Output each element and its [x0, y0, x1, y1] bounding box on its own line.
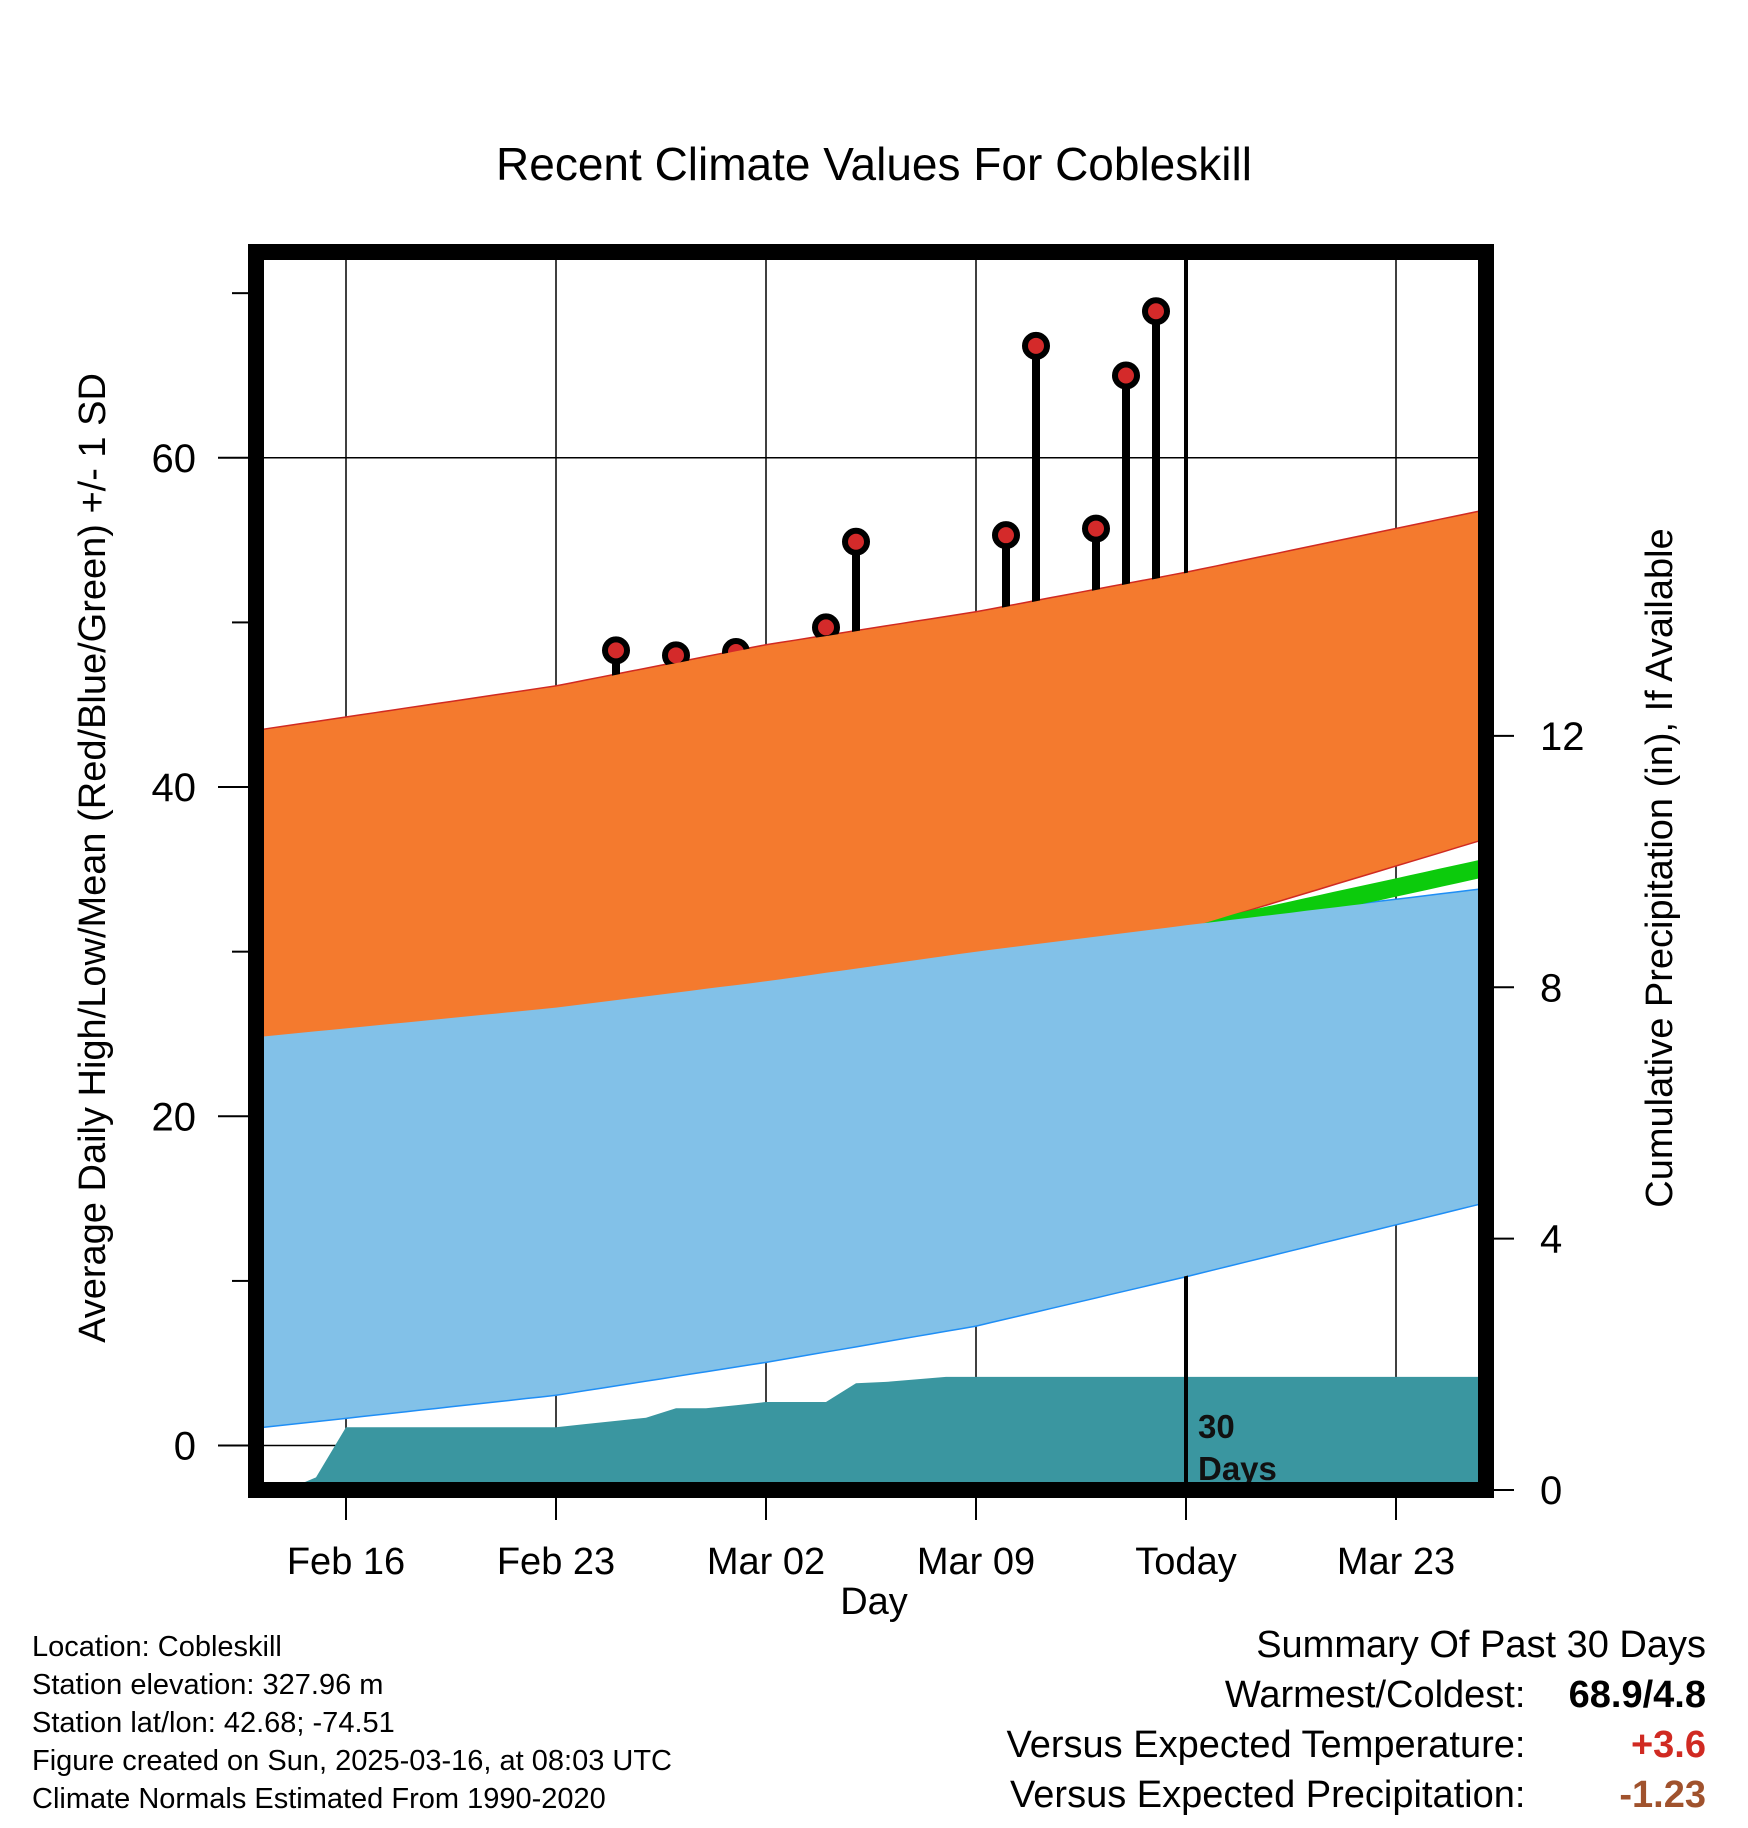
observed-high-point — [842, 527, 870, 556]
y-tick-label: 0 — [174, 1425, 196, 1469]
observed-high-point — [602, 636, 630, 665]
y-axis-label: Average Daily High/Low/Mean (Red/Blue/Gr… — [72, 373, 114, 1343]
x-tick-label: Mar 23 — [1337, 1541, 1455, 1583]
chart-title: Recent Climate Values For Cobleskill — [496, 138, 1252, 190]
low-sd-band — [256, 889, 1486, 1428]
latlon-text: Station lat/lon: 42.68; -74.51 — [32, 1707, 395, 1739]
summary-panel: Summary Of Past 30 Days Warmest/Coldest:… — [1007, 1620, 1706, 1820]
axes: 0 20 40 60 0 4 8 12 Feb 16 Feb 23 Mar 02 Mar 09 Toda… — [152, 244, 1585, 1583]
summary-row-temp: Versus Expected Temperature: +3.6 — [1007, 1720, 1706, 1770]
station-info: Location: Cobleskill Station elevation: … — [32, 1628, 672, 1818]
observed-high-point — [1082, 514, 1110, 543]
observed-high-point — [1022, 331, 1050, 360]
plot-frame — [248, 244, 1494, 1498]
observed-high-point — [1112, 361, 1140, 390]
normals-text: Climate Normals Estimated From 1990-2020 — [32, 1783, 606, 1815]
precip-area — [256, 1376, 1486, 1490]
x-tick-label: Today — [1135, 1541, 1236, 1583]
observed-high-point — [1142, 297, 1170, 326]
precip-value: -1.23 — [1619, 1774, 1706, 1816]
created-text: Figure created on Sun, 2025-03-16, at 08… — [32, 1745, 672, 1777]
summary-row-warm-cold: Warmest/Coldest: 68.9/4.8 — [1007, 1670, 1706, 1720]
location-text: Location: Cobleskill — [32, 1631, 282, 1663]
temp-label: Versus Expected Temperature: — [1006, 1724, 1526, 1766]
days-label-text: Days — [1198, 1450, 1277, 1487]
temp-value: +3.6 — [1630, 1724, 1706, 1766]
summary-title: Summary Of Past 30 Days — [1256, 1624, 1706, 1666]
y-tick-label: 40 — [152, 766, 197, 810]
precip-label: Versus Expected Precipitation: — [1010, 1774, 1526, 1816]
warm-cold-label: Warmest/Coldest: — [1224, 1674, 1526, 1716]
y2-tick-label: 0 — [1540, 1469, 1562, 1513]
observed-high-point — [992, 521, 1020, 550]
warm-cold-value: 68.9/4.8 — [1568, 1674, 1706, 1716]
y-tick-label: 60 — [152, 437, 197, 481]
plot-area: 1 SD:±11.1°FAvg:41.9°F1 SD:±10.5°FAvg:20… — [256, 252, 1486, 1490]
x-tick-label: Mar 09 — [917, 1541, 1035, 1583]
x-tick-label: Feb 23 — [497, 1541, 615, 1583]
y2-axis-label: Cumulative Precipitation (in), If Availa… — [1639, 528, 1681, 1207]
x-axis-label: Day — [840, 1581, 908, 1623]
summary-row-precip: Versus Expected Precipitation: -1.23 — [1007, 1770, 1706, 1820]
days-label-number: 30 — [1198, 1408, 1235, 1445]
y2-tick-label: 4 — [1540, 1218, 1562, 1262]
elevation-text: Station elevation: 327.96 m — [32, 1669, 384, 1701]
x-tick-label: Feb 16 — [287, 1541, 405, 1583]
y2-tick-label: 8 — [1540, 966, 1562, 1010]
y2-tick-label: 12 — [1540, 715, 1585, 759]
x-tick-label: Mar 02 — [707, 1541, 825, 1583]
high-sd-band — [256, 510, 1486, 1041]
y-tick-label: 20 — [152, 1095, 197, 1139]
